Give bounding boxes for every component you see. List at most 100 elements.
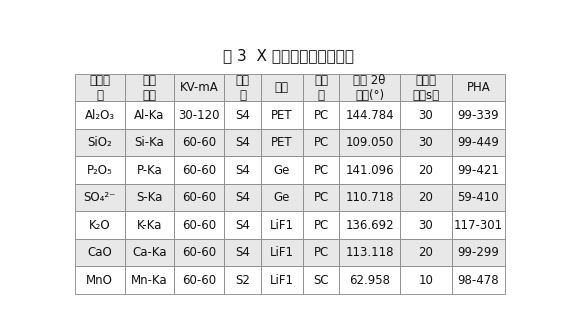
Bar bbox=[124, 101, 175, 129]
Text: S2: S2 bbox=[235, 274, 250, 287]
Text: Ca-Ka: Ca-Ka bbox=[132, 246, 167, 259]
Text: Al-Ka: Al-Ka bbox=[134, 109, 164, 122]
Bar bbox=[452, 211, 504, 239]
Bar bbox=[303, 101, 339, 129]
Text: 20: 20 bbox=[418, 246, 434, 259]
Bar bbox=[452, 157, 504, 184]
Bar bbox=[75, 239, 124, 266]
Text: 99-299: 99-299 bbox=[457, 246, 499, 259]
Text: LiF1: LiF1 bbox=[270, 246, 294, 259]
Text: 60-60: 60-60 bbox=[182, 136, 216, 149]
Bar bbox=[175, 184, 224, 211]
Text: 30: 30 bbox=[418, 219, 434, 232]
Bar bbox=[75, 129, 124, 157]
Bar bbox=[452, 239, 504, 266]
Text: S-Ka: S-Ka bbox=[136, 191, 163, 204]
Text: SC: SC bbox=[313, 274, 329, 287]
Bar bbox=[124, 211, 175, 239]
Bar bbox=[261, 184, 303, 211]
Text: 准直
器: 准直 器 bbox=[235, 74, 249, 102]
Bar bbox=[303, 211, 339, 239]
Bar bbox=[261, 74, 303, 101]
Text: S4: S4 bbox=[235, 246, 250, 259]
Bar bbox=[400, 184, 452, 211]
Text: 待测组
分: 待测组 分 bbox=[89, 74, 110, 102]
Text: 谱峰 2θ
角度(°): 谱峰 2θ 角度(°) bbox=[354, 74, 386, 102]
Bar bbox=[75, 184, 124, 211]
Bar bbox=[400, 239, 452, 266]
Text: S4: S4 bbox=[235, 109, 250, 122]
Bar bbox=[400, 211, 452, 239]
Text: 60-60: 60-60 bbox=[182, 219, 216, 232]
Bar bbox=[261, 101, 303, 129]
Text: CaO: CaO bbox=[87, 246, 112, 259]
Text: 60-60: 60-60 bbox=[182, 191, 216, 204]
Bar bbox=[452, 101, 504, 129]
Text: 30-120: 30-120 bbox=[178, 109, 220, 122]
Bar bbox=[261, 211, 303, 239]
Text: LiF1: LiF1 bbox=[270, 274, 294, 287]
Text: 98-478: 98-478 bbox=[458, 274, 499, 287]
Text: K₂O: K₂O bbox=[89, 219, 110, 232]
Text: KV-mA: KV-mA bbox=[180, 81, 218, 94]
Text: 109.050: 109.050 bbox=[346, 136, 394, 149]
Bar bbox=[400, 157, 452, 184]
Bar bbox=[75, 266, 124, 294]
Bar bbox=[175, 101, 224, 129]
Bar bbox=[75, 101, 124, 129]
Text: PC: PC bbox=[314, 246, 329, 259]
Text: 表 3  X 荧光光谱仪测量参数: 表 3 X 荧光光谱仪测量参数 bbox=[223, 48, 354, 63]
Text: 10: 10 bbox=[418, 274, 434, 287]
Text: PC: PC bbox=[314, 136, 329, 149]
Text: PET: PET bbox=[271, 136, 293, 149]
Text: 59-410: 59-410 bbox=[458, 191, 499, 204]
Text: 20: 20 bbox=[418, 164, 434, 177]
Text: Si-Ka: Si-Ka bbox=[135, 136, 164, 149]
Bar bbox=[224, 157, 261, 184]
Bar bbox=[75, 211, 124, 239]
Text: P₂O₅: P₂O₅ bbox=[87, 164, 113, 177]
Text: 110.718: 110.718 bbox=[345, 191, 394, 204]
Bar bbox=[175, 129, 224, 157]
Text: 60-60: 60-60 bbox=[182, 274, 216, 287]
Bar bbox=[261, 239, 303, 266]
Text: 99-449: 99-449 bbox=[457, 136, 499, 149]
Bar bbox=[339, 74, 400, 101]
Bar bbox=[175, 266, 224, 294]
Bar bbox=[400, 129, 452, 157]
Bar bbox=[175, 157, 224, 184]
Bar bbox=[339, 129, 400, 157]
Text: MnO: MnO bbox=[86, 274, 113, 287]
Bar bbox=[452, 266, 504, 294]
Bar bbox=[224, 239, 261, 266]
Bar bbox=[224, 184, 261, 211]
Bar bbox=[400, 101, 452, 129]
Text: Ge: Ge bbox=[274, 164, 290, 177]
Text: 136.692: 136.692 bbox=[345, 219, 394, 232]
Bar bbox=[224, 101, 261, 129]
Text: 62.958: 62.958 bbox=[349, 274, 390, 287]
Bar bbox=[75, 74, 124, 101]
Bar bbox=[261, 129, 303, 157]
Text: SO₄²⁻: SO₄²⁻ bbox=[83, 191, 116, 204]
Text: 60-60: 60-60 bbox=[182, 246, 216, 259]
Text: P-Ka: P-Ka bbox=[137, 164, 162, 177]
Bar bbox=[124, 157, 175, 184]
Text: 99-339: 99-339 bbox=[458, 109, 499, 122]
Bar bbox=[124, 266, 175, 294]
Bar bbox=[400, 266, 452, 294]
Text: PC: PC bbox=[314, 164, 329, 177]
Text: 测量时
间（s）: 测量时 间（s） bbox=[412, 74, 440, 102]
Text: 20: 20 bbox=[418, 191, 434, 204]
Text: PC: PC bbox=[314, 191, 329, 204]
Text: Ge: Ge bbox=[274, 191, 290, 204]
Bar bbox=[175, 211, 224, 239]
Bar bbox=[124, 239, 175, 266]
Text: 晶体: 晶体 bbox=[275, 81, 289, 94]
Text: 30: 30 bbox=[418, 136, 434, 149]
Text: Mn-Ka: Mn-Ka bbox=[131, 274, 168, 287]
Bar bbox=[303, 129, 339, 157]
Bar bbox=[224, 129, 261, 157]
Bar bbox=[339, 157, 400, 184]
Text: PET: PET bbox=[271, 109, 293, 122]
